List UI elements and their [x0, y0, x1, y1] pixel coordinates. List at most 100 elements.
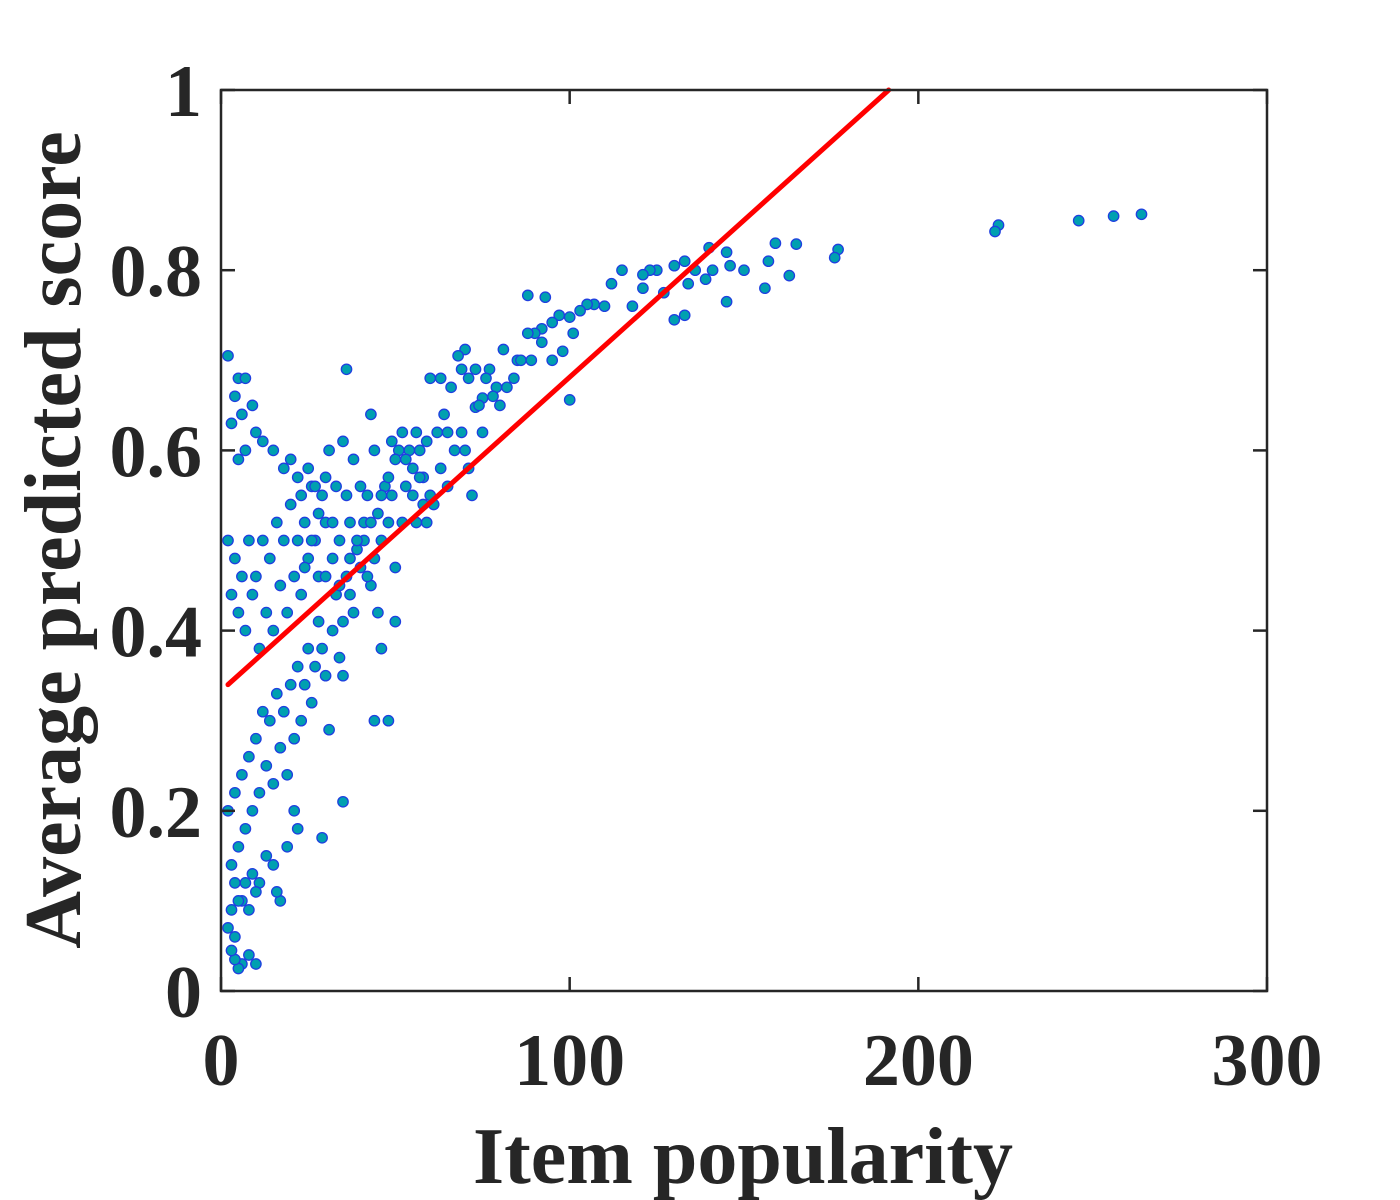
data-point [438, 408, 450, 421]
data-point [291, 471, 304, 484]
data-point [222, 922, 234, 934]
data-point [462, 372, 475, 385]
data-point [724, 259, 736, 272]
data-point [305, 696, 318, 709]
data-point [302, 462, 315, 475]
data-point [246, 399, 259, 412]
data-point [267, 777, 280, 790]
x-tick-label: 200 [863, 1020, 974, 1102]
data-point [277, 705, 290, 718]
data-point [445, 381, 457, 394]
data-point [783, 269, 796, 282]
fit-line [225, 87, 892, 688]
data-point [434, 462, 447, 475]
data-point [239, 372, 252, 385]
data-point [515, 354, 527, 367]
data-point [382, 516, 395, 529]
data-point [246, 588, 259, 601]
data-point [574, 304, 586, 317]
data-point [501, 381, 513, 394]
data-point [250, 570, 262, 583]
data-point [546, 316, 559, 329]
data-point [459, 444, 471, 457]
data-point [1072, 214, 1085, 227]
data-point [326, 516, 339, 529]
data-point [225, 944, 238, 957]
data-point [420, 516, 433, 529]
data-point [556, 345, 569, 358]
data-point [413, 471, 426, 484]
data-point [263, 552, 276, 565]
data-point [637, 268, 649, 281]
data-point [284, 498, 297, 511]
x-tick-label: 300 [1212, 1020, 1323, 1102]
data-point [316, 642, 328, 655]
data-point [448, 444, 461, 457]
data-point [487, 390, 499, 403]
data-point [229, 390, 241, 403]
data-point [298, 678, 311, 691]
data-point [277, 534, 290, 547]
data-point [330, 480, 342, 493]
data-point [413, 444, 426, 457]
data-point [243, 904, 255, 916]
data-point [333, 534, 346, 547]
data-point [340, 363, 353, 376]
data-point [256, 534, 269, 547]
data-point [668, 313, 681, 326]
data-point [605, 277, 618, 290]
data-point [337, 795, 349, 808]
data-point [323, 444, 335, 457]
axis-titles: Item popularity Average predicted score [10, 131, 1013, 1200]
data-point [246, 868, 259, 880]
data-point [281, 840, 294, 853]
data-point [476, 426, 489, 439]
data-point [333, 651, 346, 664]
data-point [263, 714, 276, 727]
data-point [989, 225, 1001, 238]
data-point [567, 327, 580, 340]
data-point [323, 723, 335, 736]
data-point [222, 349, 234, 362]
plot-area-frame [219, 88, 1269, 993]
data-point [312, 615, 325, 628]
data-point [535, 336, 548, 349]
data-point [365, 408, 377, 421]
data-point [288, 570, 301, 583]
y-tick-label: 0.8 [110, 231, 203, 313]
data-point [225, 904, 238, 916]
data-point [232, 606, 245, 619]
data-point [309, 660, 321, 673]
data-point [239, 822, 252, 835]
data-point [281, 606, 294, 619]
data-point [790, 238, 803, 250]
data-point [553, 309, 566, 322]
data-point [368, 714, 381, 727]
data-point [497, 343, 510, 356]
data-point [309, 480, 321, 493]
data-point [682, 277, 695, 290]
data-point [678, 255, 691, 268]
data-point [431, 426, 444, 439]
data-point [1135, 208, 1148, 221]
data-point [521, 289, 534, 302]
data-point [525, 354, 538, 367]
data-point [319, 570, 332, 583]
data-point [295, 714, 308, 727]
data-point [288, 732, 301, 745]
data-point [337, 435, 349, 448]
data-point [236, 570, 248, 583]
data-point [239, 624, 252, 637]
data-point [270, 516, 283, 529]
data-point [452, 349, 464, 362]
ticks: 0 100 200 300 0 0.2 0.4 0.6 0.8 1 [110, 51, 1323, 1102]
data-point [382, 471, 395, 484]
data-point [298, 516, 311, 529]
data-point [284, 453, 297, 466]
data-point [375, 489, 388, 502]
data-point [368, 444, 381, 457]
data-point [260, 759, 273, 772]
data-point [236, 408, 248, 421]
data-point [375, 642, 388, 655]
